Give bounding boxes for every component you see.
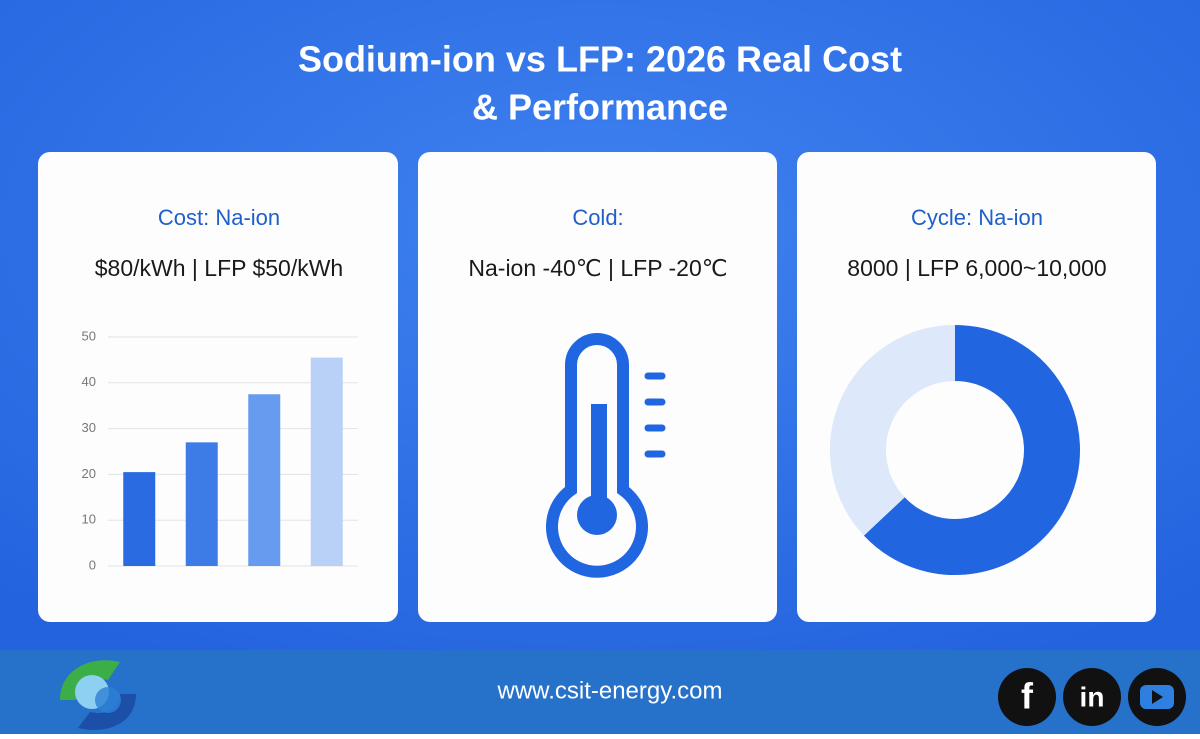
facebook-label: f (1021, 676, 1034, 717)
linkedin-icon[interactable] (1063, 668, 1121, 726)
y-tick-label: 10 (82, 512, 96, 527)
logo (60, 660, 136, 731)
bar (123, 472, 156, 566)
youtube-play (1152, 690, 1163, 704)
footer-url[interactable]: www.csit-energy.com (497, 677, 723, 704)
thermometer-icon (546, 333, 666, 578)
bar (185, 442, 218, 566)
card-heading: Cold: (572, 205, 623, 230)
title-line: Sodium-ion vs LFP: 2026 Real Cost (298, 39, 902, 80)
y-tick-label: 50 (82, 328, 96, 343)
y-tick-label: 30 (82, 420, 96, 435)
y-tick-label: 20 (82, 466, 96, 481)
card-subheading: Na-ion -40℃ | LFP -20℃ (468, 255, 727, 281)
card-heading: Cost: Na-ion (158, 205, 280, 230)
card-heading: Cycle: Na-ion (911, 205, 1043, 230)
card-subheading: $80/kWh | LFP $50/kWh (95, 255, 343, 281)
donut-segment (863, 325, 1080, 575)
donut-segment (830, 325, 956, 536)
y-tick-label: 0 (89, 557, 96, 572)
title-line: & Performance (472, 87, 728, 128)
bar (310, 357, 343, 566)
linkedin-label: in (1080, 681, 1105, 712)
bar (248, 394, 281, 566)
card-subheading: 8000 | LFP 6,000~10,000 (847, 255, 1106, 281)
facebook-icon[interactable] (998, 668, 1056, 726)
y-tick-label: 40 (82, 374, 96, 389)
card (418, 152, 777, 622)
